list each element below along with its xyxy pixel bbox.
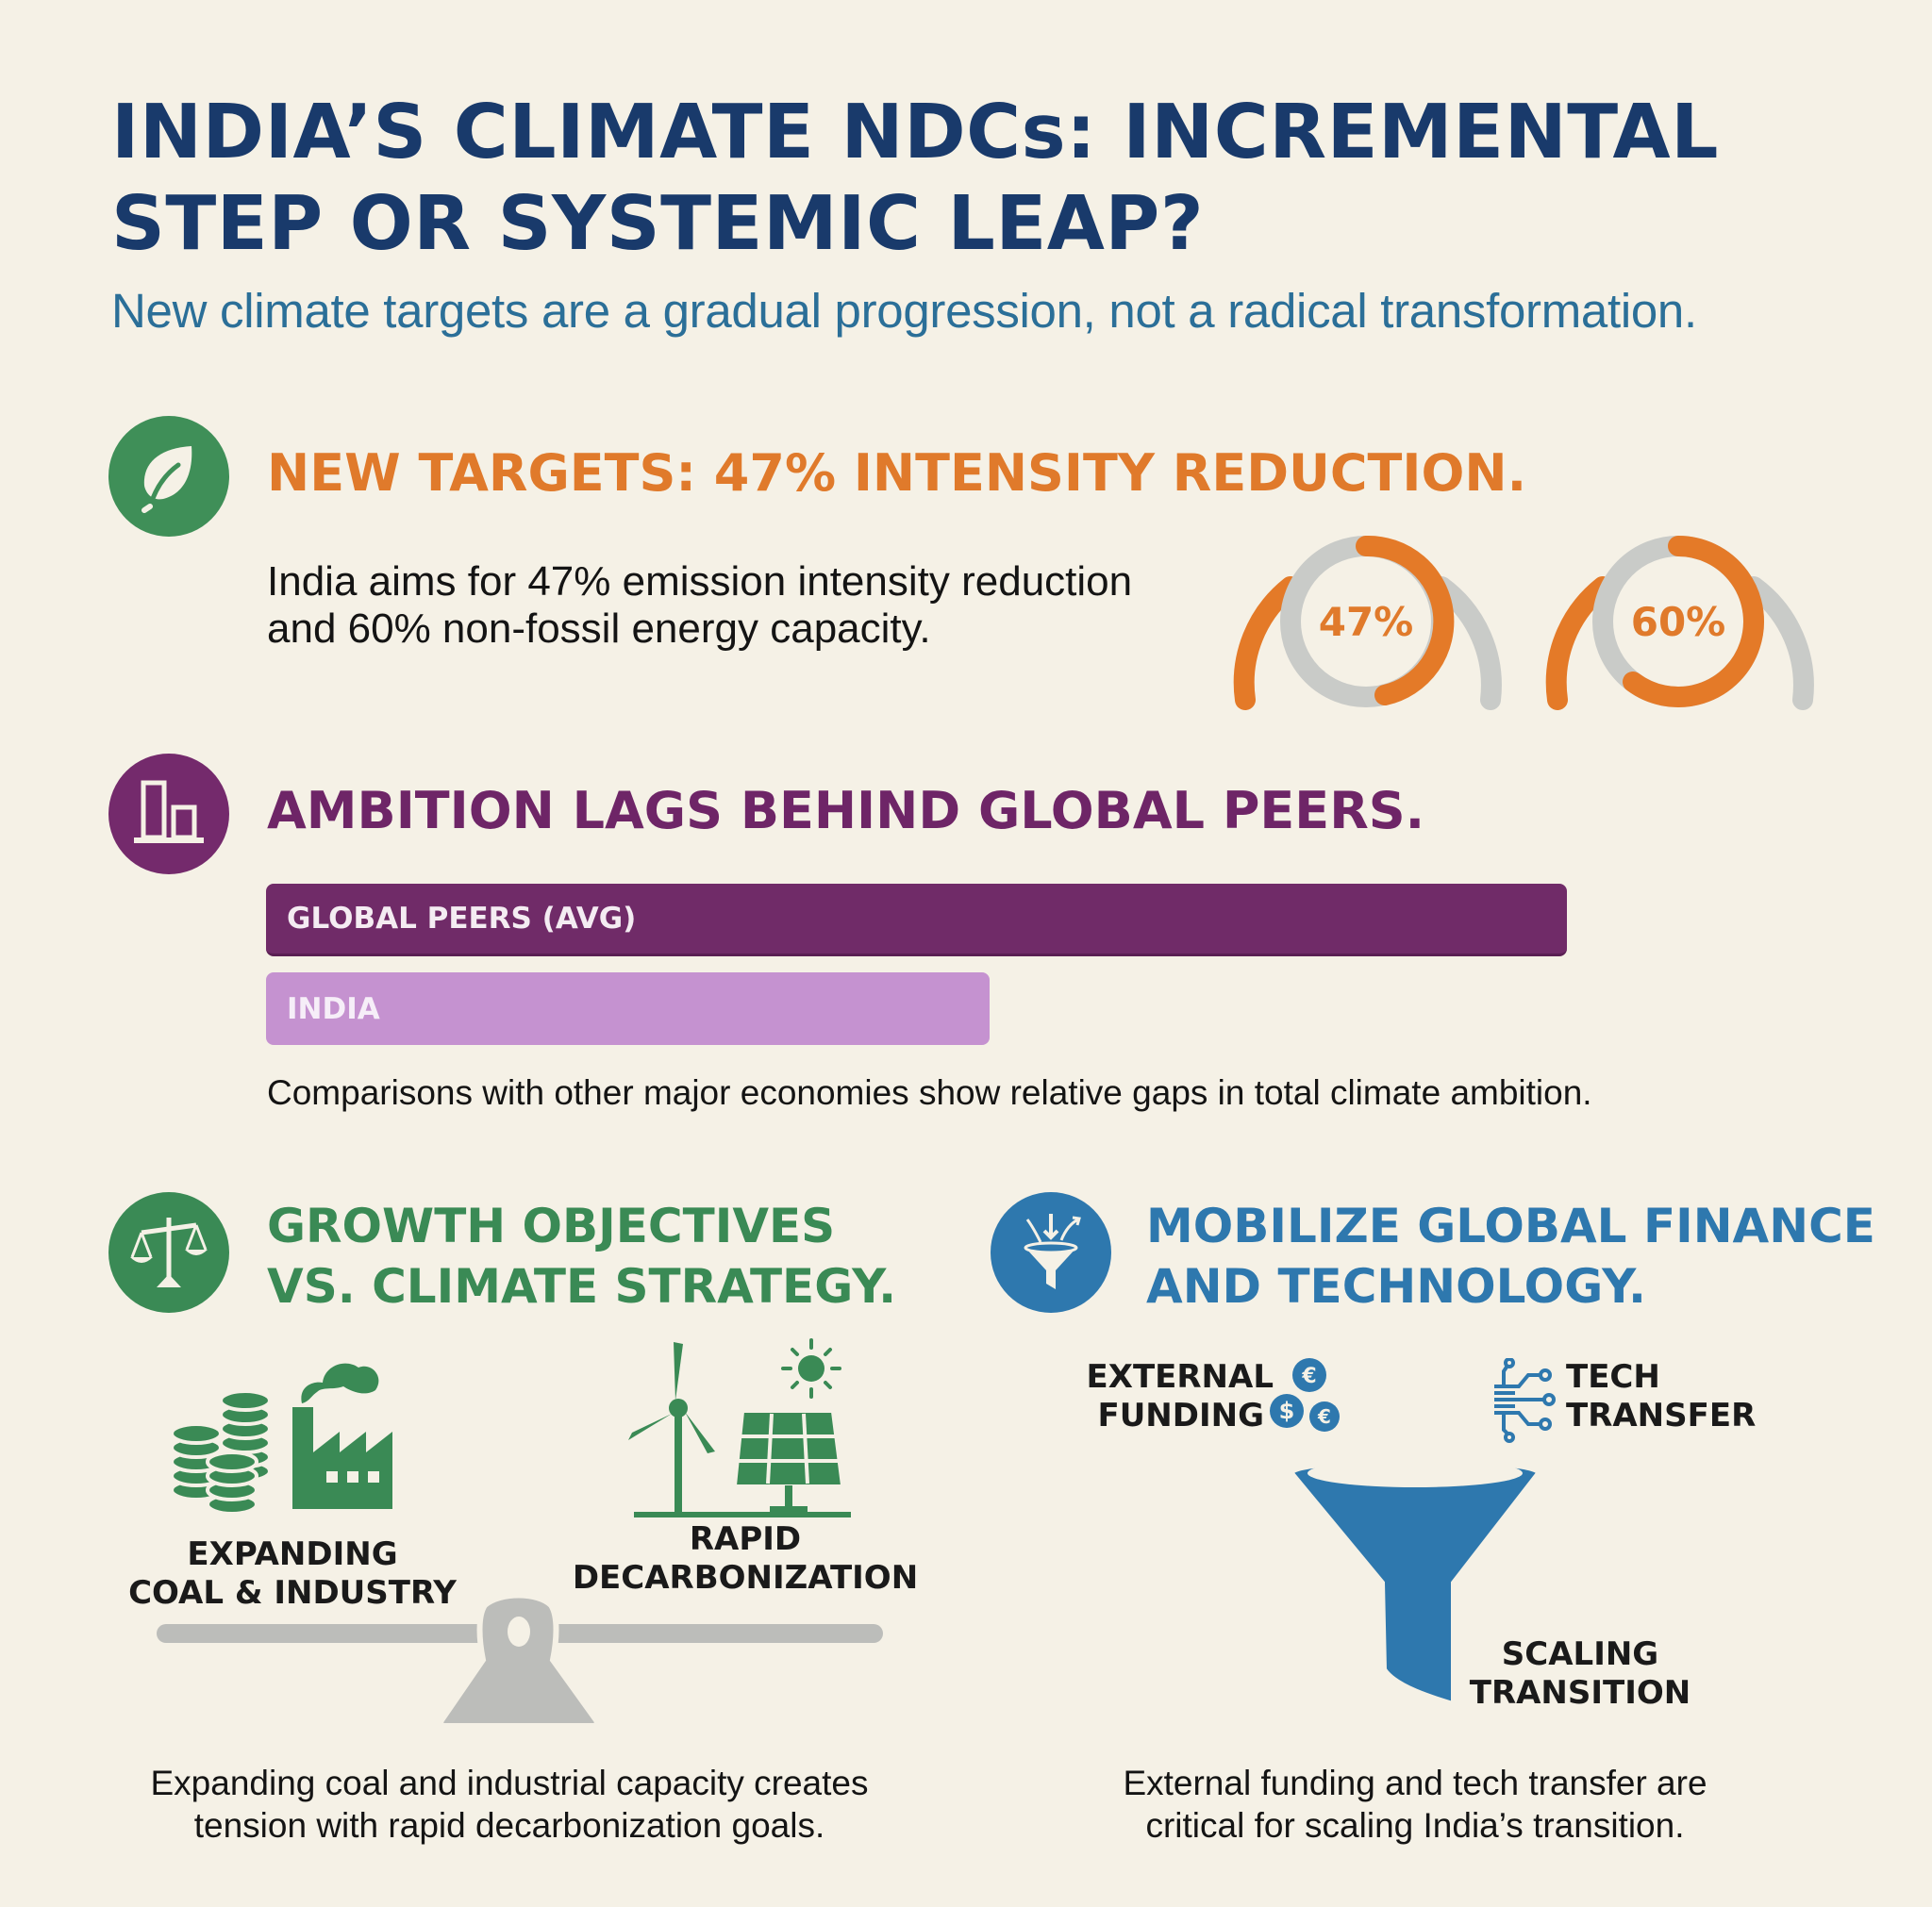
coal-stack-icon — [170, 1389, 272, 1516]
page-title: INDIA’S CLIMATE NDCs: INCREMENTAL STEP O… — [111, 87, 1719, 270]
tech-transfer-label: TECH TRANSFER — [1566, 1358, 1756, 1435]
funnel-icon — [1024, 1214, 1081, 1289]
growth-caption-line-2: tension with rapid decarbonization goals… — [193, 1806, 825, 1845]
coal-industry-illustration — [170, 1363, 392, 1516]
funding-label-line-2: FUNDING — [1097, 1397, 1264, 1434]
wind-turbine-icon — [628, 1342, 851, 1517]
growth-heading-line-2: VS. CLIMATE STRATEGY. — [267, 1259, 897, 1314]
title-line-2: STEP OR SYSTEMIC LEAP? — [111, 180, 1205, 267]
targets-icon-badge — [108, 416, 229, 537]
euro-symbol: € — [1301, 1365, 1316, 1388]
bar-india-label: INDIA — [287, 991, 380, 1026]
scaling-label-line-1: SCALING — [1501, 1635, 1659, 1673]
ambition-caption: Comparisons with other major economies s… — [267, 1073, 1592, 1112]
seesaw-balance-icon — [157, 1594, 883, 1729]
growth-caption: Expanding coal and industrial capacity c… — [94, 1762, 924, 1847]
targets-heading: NEW TARGETS: 47% INTENSITY REDUCTION. — [267, 443, 1527, 503]
bar-global-peers: GLOBAL PEERS (AVG) — [266, 884, 1567, 956]
tech-label-line-2: TRANSFER — [1566, 1397, 1757, 1434]
finance-caption: External funding and tech transfer are c… — [1000, 1762, 1830, 1847]
coal-label-line-1: EXPANDING — [187, 1535, 398, 1573]
finance-heading: MOBILIZE GLOBAL FINANCE AND TECHNOLOGY. — [1146, 1196, 1875, 1317]
renewables-illustration — [628, 1338, 851, 1517]
tech-label-line-1: TECH — [1566, 1358, 1660, 1396]
ambition-heading: AMBITION LAGS BEHIND GLOBAL PEERS. — [267, 781, 1425, 840]
targets-body: India aims for 47% emission intensity re… — [267, 558, 1133, 652]
target-gauges: 47% 60% — [1233, 535, 1814, 710]
scaling-transition-label: SCALING TRANSITION — [1457, 1635, 1703, 1713]
solar-panel-icon — [734, 1411, 843, 1514]
bar-chart-icon — [134, 780, 204, 843]
finance-caption-line-1: External funding and tech transfer are — [1123, 1764, 1707, 1802]
decarb-label-line-1: RAPID — [689, 1520, 802, 1558]
external-funding-label: EXTERNAL FUNDING — [1066, 1358, 1274, 1435]
gauge-47: 47% — [1233, 535, 1502, 710]
gauge-60: 60% — [1545, 536, 1814, 710]
coal-industry-label: EXPANDING COAL & INDUSTRY — [123, 1535, 462, 1613]
ambition-icon-badge — [108, 754, 229, 874]
decarbonization-label: RAPID DECARBONIZATION — [566, 1520, 924, 1598]
growth-heading-line-1: GROWTH OBJECTIVES — [267, 1199, 836, 1253]
finance-icon-badge — [991, 1192, 1111, 1313]
finance-heading-line-2: AND TECHNOLOGY. — [1146, 1259, 1647, 1314]
scale-balance-icon — [130, 1218, 208, 1287]
funding-label-line-1: EXTERNAL — [1086, 1358, 1274, 1396]
euro-symbol-2: € — [1317, 1405, 1331, 1428]
finance-heading-line-1: MOBILIZE GLOBAL FINANCE — [1146, 1199, 1875, 1253]
sun-icon — [781, 1338, 841, 1399]
growth-caption-line-1: Expanding coal and industrial capacity c… — [150, 1764, 869, 1802]
page-subtitle: New climate targets are a gradual progre… — [111, 284, 1697, 338]
bar-global-peers-label: GLOBAL PEERS (AVG) — [287, 902, 637, 936]
funnel-illustration — [1290, 1459, 1541, 1706]
dollar-symbol: $ — [1279, 1398, 1295, 1424]
growth-icon-badge — [108, 1192, 229, 1313]
growth-heading: GROWTH OBJECTIVES VS. CLIMATE STRATEGY. — [267, 1196, 896, 1317]
circuit-tech-icon — [1494, 1358, 1556, 1443]
title-line-1: INDIA’S CLIMATE NDCs: INCREMENTAL — [111, 89, 1719, 175]
gauge-47-label: 47% — [1319, 599, 1414, 645]
decarb-label-line-2: DECARBONIZATION — [572, 1559, 919, 1597]
leaf-icon — [142, 446, 192, 513]
factory-icon — [292, 1363, 392, 1509]
coal-label-line-2: COAL & INDUSTRY — [128, 1574, 457, 1612]
scaling-label-line-2: TRANSITION — [1469, 1674, 1691, 1712]
finance-caption-line-2: critical for scaling India’s transition. — [1145, 1806, 1685, 1845]
gauge-60-label: 60% — [1631, 599, 1726, 645]
bar-india: INDIA — [266, 972, 990, 1045]
coins-icon: € $ € — [1270, 1358, 1340, 1432]
